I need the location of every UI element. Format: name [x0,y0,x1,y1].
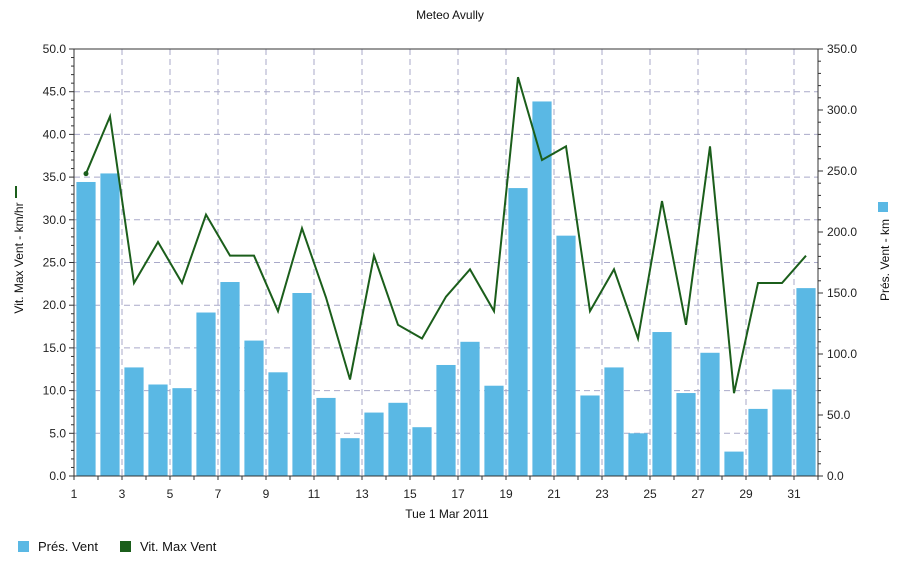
left-y-tick-label: 10.0 [43,384,67,398]
left-y-tick-label: 30.0 [43,213,67,227]
x-ticks: 1 3 5 7 9 11 13 15 17 19 21 23 25 27 29 31 [71,476,819,501]
bar [220,282,240,476]
bar [652,332,672,476]
left-y-tick-label: 50.0 [43,42,67,56]
bar [460,341,480,476]
bar [772,389,792,476]
bar [604,367,624,476]
x-tick-label: 15 [403,487,417,501]
x-tick-label: 17 [451,487,465,501]
bar [556,235,576,476]
x-tick-label: 11 [308,487,321,501]
x-tick-label: 3 [119,487,126,501]
line-series [83,76,807,394]
legend-bar-swatch [18,541,29,552]
left-y-tick-label: 5.0 [49,426,66,440]
right-y-tick-label: 250.0 [827,164,857,178]
bar [388,402,408,476]
bar [292,293,312,476]
bar [484,385,504,476]
bar [700,352,720,476]
right-y-axis-label: Prés. Vent - km [878,219,892,301]
bar [196,312,216,476]
left-y-tick-label: 0.0 [49,469,66,483]
line-path [85,76,807,394]
left-y-tick-label: 45.0 [43,85,67,99]
left-y-tick-label: 15.0 [43,341,67,355]
bar [412,427,432,476]
x-tick-label: 7 [215,487,222,501]
bar [124,367,144,476]
bar [508,188,528,476]
bar [748,408,768,476]
right-y-tick-label: 0.0 [827,469,844,483]
line-point [83,171,89,177]
legend: Prés. Vent Vit. Max Vent [18,539,238,554]
x-tick-label: 13 [355,487,369,501]
x-tick-label: 31 [787,487,801,501]
bar [340,438,360,476]
legend-line-swatch [119,541,131,552]
right-y-tick-label: 300.0 [827,103,857,117]
bar [436,364,456,476]
bar [172,388,192,476]
bar [268,372,288,476]
x-tick-label: 27 [691,487,705,501]
left-y-tick-label: 40.0 [43,127,67,141]
x-tick-label: 29 [739,487,753,501]
bar [76,181,96,477]
bar [580,395,600,476]
x-tick-label: 19 [499,487,513,501]
right-y-tick-label: 150.0 [827,286,857,300]
bar [316,397,336,476]
x-tick-label: 21 [547,487,561,501]
legend-item-line: Vit. Max Vent [119,539,217,554]
bar [148,384,168,476]
x-tick-label: 25 [643,487,657,501]
bar [532,101,552,477]
x-tick-label: 5 [167,487,174,501]
bar [100,173,120,476]
right-y-axis-bar-swatch [878,202,888,212]
bar [676,393,696,476]
left-y-axis-label: Vit. Max Vent - km/hr [12,202,26,313]
left-y-tick-label: 20.0 [43,298,67,312]
bar-series [76,101,816,477]
bar [628,433,648,476]
bar [796,288,816,476]
legend-bar-label: Prés. Vent [38,539,98,554]
x-tick-label: 9 [263,487,270,501]
chart-title: Meteo Avully [416,8,484,22]
bar [364,412,384,476]
legend-item-bar: Prés. Vent [18,539,98,554]
right-y-tick-label: 100.0 [827,347,857,361]
left-y-tick-label: 35.0 [43,170,67,184]
right-y-tick-label: 200.0 [827,225,857,239]
bar [244,340,264,476]
x-tick-label: 1 [71,487,78,501]
x-axis-label: Tue 1 Mar 2011 [405,507,489,521]
left-y-tick-label: 25.0 [43,256,67,270]
bar [724,451,744,476]
x-tick-label: 23 [595,487,609,501]
left-y-ticks: 0.0 5.0 10.0 15.0 20.0 25.0 30.0 35.0 40.0 45.0 50… [43,42,74,483]
legend-line-label: Vit. Max Vent [139,539,217,554]
right-y-tick-label: 50.0 [827,408,851,422]
right-y-tick-label: 350.0 [827,42,857,56]
right-y-ticks: 0.0 50.0 100.0 150.0 200.0 250.0 300.0 350.0 [818,42,857,483]
